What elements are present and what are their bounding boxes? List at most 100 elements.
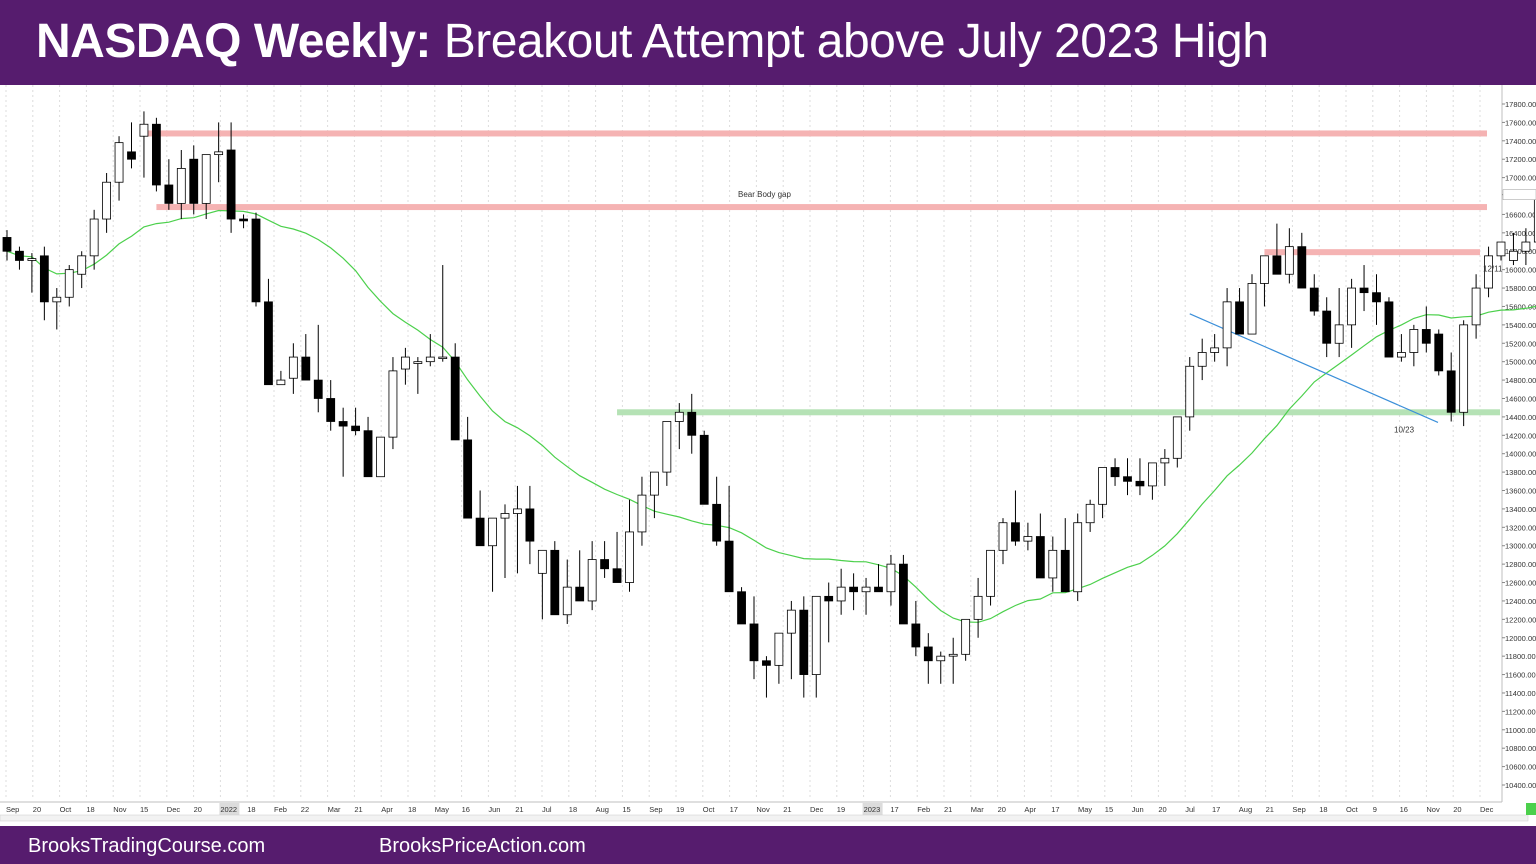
x-tick-label: 21: [783, 805, 791, 814]
bull-candle: [513, 508, 522, 514]
y-tick-label: 11000.00: [1505, 726, 1536, 735]
bull-candle: [948, 653, 958, 657]
x-tick-label: 17: [730, 805, 738, 814]
y-tick-label: 17200.00: [1505, 155, 1536, 164]
y-tick-label: 11200.00: [1505, 707, 1536, 716]
bull-candle: [52, 296, 62, 303]
bull-candle: [376, 436, 385, 478]
bear-candle: [1011, 522, 1020, 542]
y-tick-label: 17000.00: [1505, 174, 1536, 183]
bull-candle: [811, 595, 821, 675]
x-tick-label: 16: [462, 805, 470, 814]
y-tick-label: 11600.00: [1505, 671, 1536, 680]
x-tick-label: Feb: [917, 805, 930, 814]
bull-candle: [625, 531, 634, 583]
bull-candle: [400, 356, 410, 370]
bear-candle: [923, 646, 933, 662]
x-tick-label: Sep: [649, 805, 662, 814]
bear-candle: [575, 586, 585, 602]
footer-link-brookspriceaction[interactable]: BrooksPriceAction.com: [379, 835, 586, 857]
bear-candle: [1123, 476, 1132, 482]
y-tick-label: 15600.00: [1505, 302, 1536, 311]
bull-candle: [998, 522, 1008, 551]
x-tick-label: Aug: [1239, 805, 1252, 814]
bull-candle: [388, 370, 398, 438]
x-tick-label: 21: [515, 805, 523, 814]
bear-candle: [2, 237, 12, 252]
bull-candle: [64, 269, 74, 298]
x-tick-label: Jul: [1185, 805, 1195, 814]
x-tick-label: 20: [1453, 805, 1461, 814]
bear-candle: [550, 549, 560, 616]
x-tick-label: 21: [354, 805, 362, 814]
y-tick-label: 15200.00: [1505, 339, 1536, 348]
bull-candle: [102, 181, 111, 220]
x-tick-label: May: [1078, 805, 1092, 814]
bull-candle: [413, 361, 423, 364]
y-tick-label: 15400.00: [1505, 321, 1536, 330]
annotation-10-23: 10/23: [1394, 425, 1415, 434]
bear-candle: [1135, 480, 1145, 487]
x-tick-label: 15: [622, 805, 630, 814]
bear-candle: [1384, 301, 1394, 358]
x-tick-label: 15: [1105, 805, 1113, 814]
y-tick-label: 11400.00: [1505, 689, 1536, 698]
bull-candle: [425, 356, 435, 363]
x-tick-label: 22: [301, 805, 309, 814]
x-tick-label: 15: [140, 805, 148, 814]
bear-candle: [724, 540, 734, 593]
footer-link-brookstradingcourse[interactable]: BrooksTradingCourse.com: [28, 835, 266, 857]
y-tick-label: 15800.00: [1505, 284, 1536, 293]
y-tick-label: 13000.00: [1505, 542, 1536, 551]
bull-candle: [662, 421, 672, 473]
bear-candle: [749, 623, 759, 662]
bull-candle: [986, 549, 995, 597]
y-tick-label: 17800.00: [1505, 100, 1536, 109]
title-rest: Breakout Attempt above July 2023 High: [443, 15, 1269, 68]
bear-candle: [1235, 301, 1244, 335]
bull-candle: [27, 258, 37, 261]
bull-candle: [89, 218, 99, 257]
resistance-zone: [156, 204, 1487, 211]
x-tick-label: 9: [1373, 805, 1377, 814]
bear-candle: [189, 158, 199, 204]
bear-candle: [911, 623, 921, 648]
x-tick-label: 18: [247, 805, 255, 814]
bear-candle: [799, 609, 809, 675]
bull-candle: [1496, 241, 1506, 257]
header-banner: NASDAQ Weekly: Breakout Attempt above Ju…: [0, 0, 1536, 85]
x-year-highlight: [862, 803, 883, 815]
x-tick-label: Mar: [328, 805, 341, 814]
bull-candle: [1409, 329, 1419, 353]
bull-candle: [936, 655, 946, 662]
y-tick-label: 10600.00: [1505, 763, 1536, 772]
x-tick-label: 2022: [220, 805, 237, 814]
bear-candle: [264, 301, 273, 386]
bear-candle: [1060, 549, 1070, 593]
y-tick-label: 14000.00: [1505, 450, 1536, 459]
y-tick-label: 12000.00: [1505, 634, 1536, 643]
bull-candle: [176, 168, 186, 204]
bull-candle: [1459, 324, 1469, 413]
bull-candle: [1073, 522, 1083, 593]
x-tick-label: Jul: [542, 805, 552, 814]
x-tick-label: Oct: [1346, 805, 1359, 814]
bear-candle: [151, 123, 161, 186]
bull-candle: [1085, 503, 1095, 524]
bull-candle: [438, 356, 448, 359]
bull-candle: [836, 586, 846, 602]
x-tick-label: Nov: [113, 805, 127, 814]
bull-candle: [1521, 241, 1531, 252]
bull-candle: [587, 559, 597, 602]
title-bold: NASDAQ Weekly:: [36, 15, 431, 68]
bear-candle: [475, 517, 485, 547]
bull-candle: [973, 595, 983, 620]
x-tick-label: 20: [998, 805, 1006, 814]
bull-candle: [1048, 549, 1058, 579]
x-tick-label: 17: [890, 805, 898, 814]
x-tick-label: 16: [1400, 805, 1408, 814]
bull-candle: [537, 549, 547, 574]
bear-candle: [164, 184, 174, 204]
bear-candle: [301, 356, 311, 381]
x-tick-label: Feb: [274, 805, 287, 814]
